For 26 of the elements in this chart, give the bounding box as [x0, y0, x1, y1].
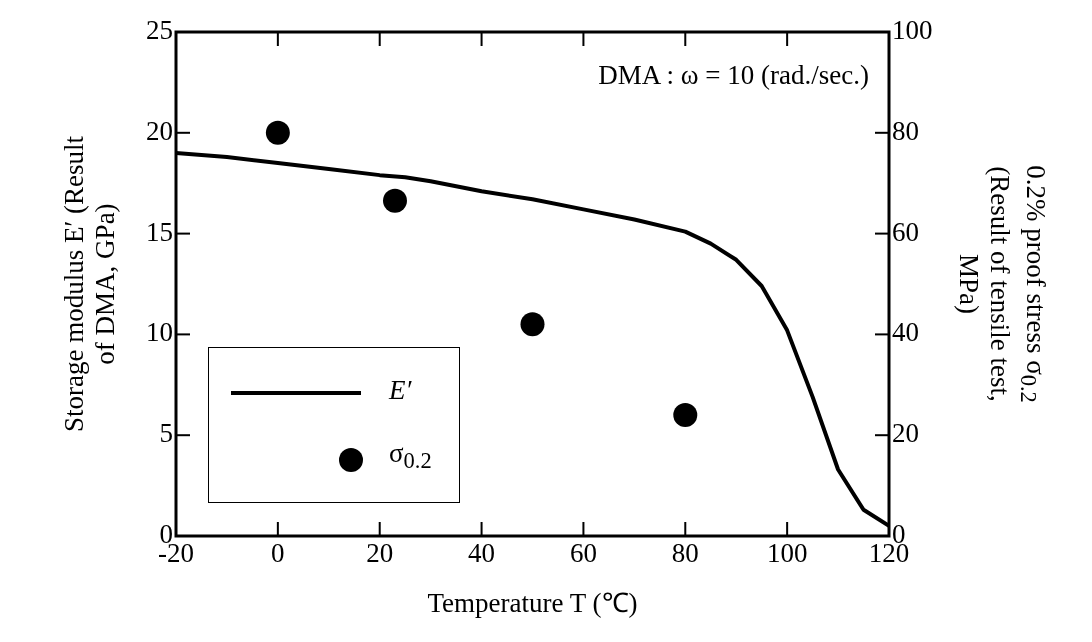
- x-tick-label: 60: [569, 538, 597, 569]
- annotation: DMA : ω = 10 (rad./sec.): [598, 60, 869, 92]
- y-tick-label: 10: [146, 317, 173, 348]
- y2-tick-label: 40: [892, 317, 919, 348]
- point: [520, 312, 545, 337]
- y-tick-label: 15: [146, 216, 173, 247]
- y2-tick-label: 80: [892, 115, 919, 146]
- y2-axis-title: 0.2% proof stress σ$_{0.2}$ (Result of tensile test, MPa): [952, 164, 1052, 405]
- legend-label: σ$_{0.2}$: [389, 438, 432, 475]
- x-axis-title: Temperature T (℃): [426, 588, 639, 620]
- x-tick-label: 80: [671, 538, 699, 569]
- y-tick-label: 25: [146, 15, 173, 46]
- legend-label: E′: [389, 375, 412, 405]
- x-tick-label: 0: [271, 538, 285, 569]
- y2-tick-label: 20: [892, 418, 919, 449]
- x-tick-label: 100: [766, 538, 808, 569]
- y2-tick-label: 100: [892, 15, 933, 46]
- x-tick-label: 20: [366, 538, 394, 569]
- y-axis-title: Storage modulus E′ (Result of DMA, GPa): [58, 134, 121, 434]
- x-tick-label: 40: [468, 538, 496, 569]
- point: [382, 188, 407, 213]
- point: [673, 403, 698, 428]
- point: [265, 120, 290, 145]
- y-tick-label: 5: [159, 418, 173, 449]
- y2-tick-label: 60: [892, 216, 919, 247]
- y-tick-label: 20: [146, 115, 173, 146]
